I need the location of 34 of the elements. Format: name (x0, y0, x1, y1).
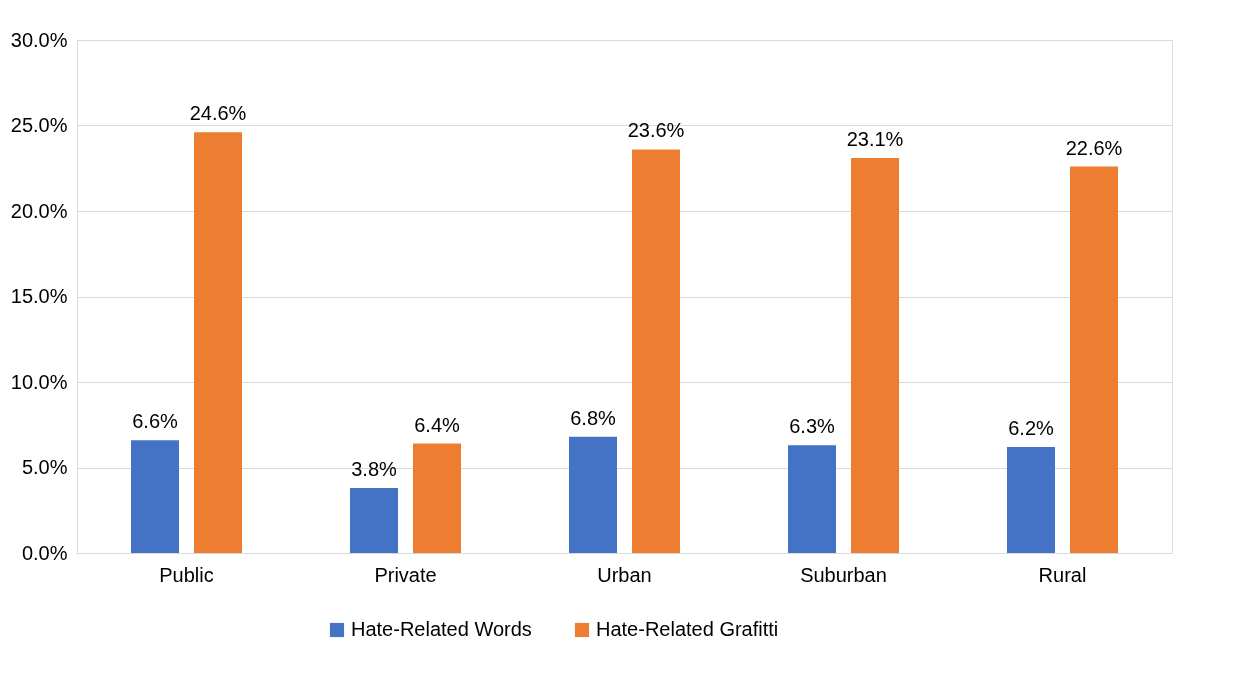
y-tick-label: 30.0% (10, 28, 68, 51)
y-tick-label: 5.0% (21, 456, 68, 478)
data-label: 22.6% (1065, 136, 1123, 159)
bar (1070, 166, 1119, 553)
bar (568, 436, 617, 553)
legend-label: Hate-Related Words (351, 618, 532, 640)
legend-label: Hate-Related Grafitti (596, 618, 779, 640)
bar (851, 157, 900, 553)
data-label: 6.8% (570, 406, 616, 429)
bar (1006, 446, 1055, 553)
y-tick-label: 25.0% (10, 114, 68, 136)
bar (413, 443, 462, 553)
data-label: 23.1% (846, 127, 904, 150)
x-tick-label: Private (374, 563, 437, 586)
bar (130, 440, 179, 553)
x-tick-label: Public (159, 563, 214, 586)
bar (194, 132, 243, 553)
data-label: 6.3% (789, 415, 835, 438)
y-tick-label: 10.0% (10, 370, 68, 393)
data-label: 6.2% (1008, 416, 1054, 439)
y-tick-label: 0.0% (21, 541, 68, 564)
data-label: 3.8% (351, 458, 397, 481)
bar (349, 488, 398, 553)
data-label: 6.6% (132, 410, 178, 433)
x-tick-label: Urban (597, 563, 652, 586)
data-label: 24.6% (189, 102, 247, 125)
x-tick-label: Suburban (800, 563, 887, 586)
y-tick-label: 20.0% (10, 199, 68, 222)
bar (787, 445, 836, 553)
x-tick-label: Rural (1038, 563, 1087, 586)
data-label: 23.6% (627, 119, 685, 142)
data-label: 6.4% (414, 413, 461, 436)
y-tick-label: 15.0% (10, 285, 68, 307)
bar (632, 149, 681, 553)
